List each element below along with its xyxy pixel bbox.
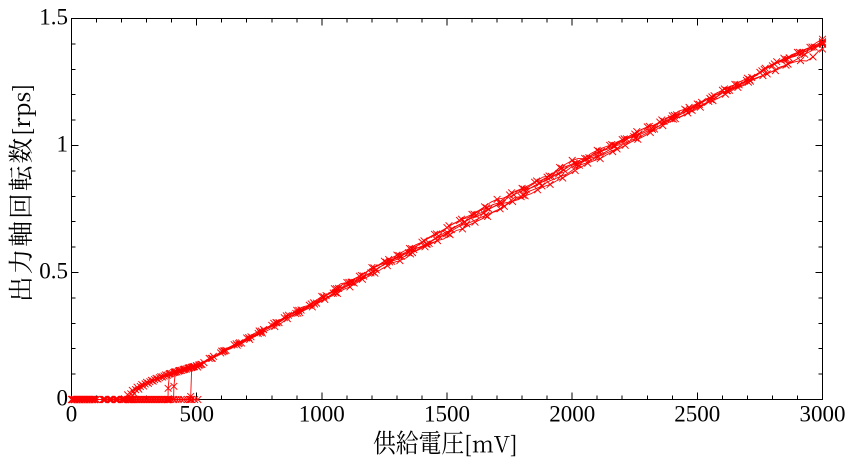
svg-text:0: 0 xyxy=(66,402,78,427)
svg-text:1500: 1500 xyxy=(424,402,470,427)
svg-text:500: 500 xyxy=(179,402,214,427)
svg-text:3000: 3000 xyxy=(800,402,846,427)
svg-text:2000: 2000 xyxy=(549,402,595,427)
svg-text:1000: 1000 xyxy=(299,402,345,427)
svg-text:0: 0 xyxy=(57,386,69,411)
svg-text:0.5: 0.5 xyxy=(39,259,68,284)
svg-text:1.5: 1.5 xyxy=(39,5,68,30)
svg-text:1: 1 xyxy=(57,132,69,157)
svg-text:2500: 2500 xyxy=(674,402,720,427)
